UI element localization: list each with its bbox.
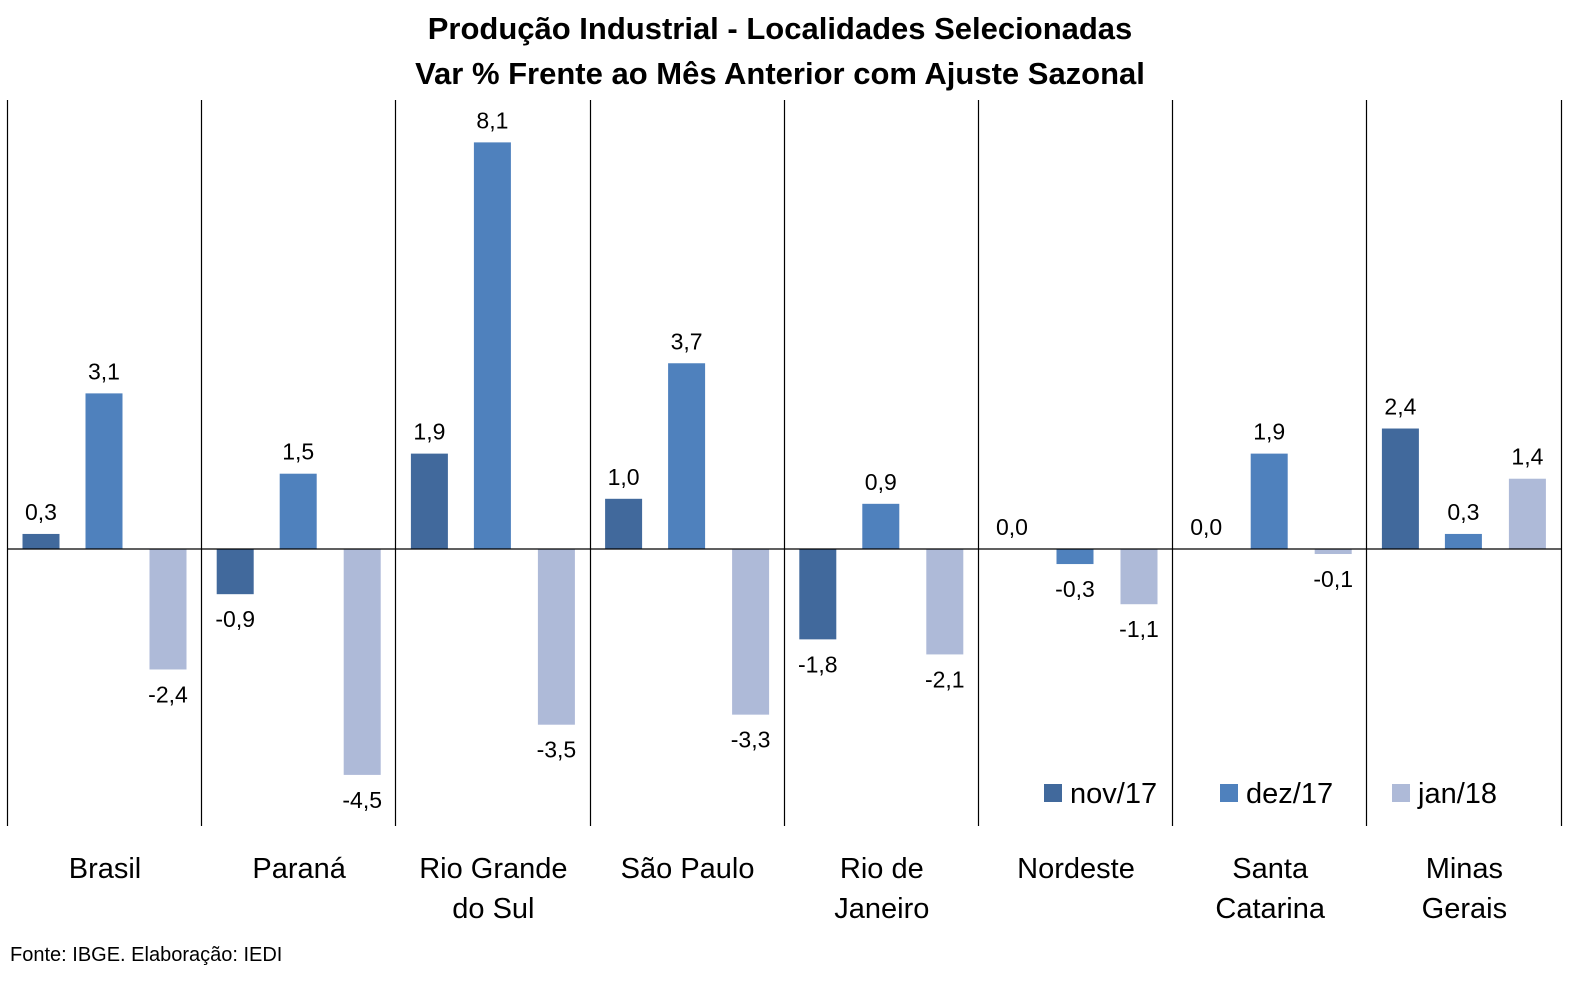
legend-swatch — [1044, 784, 1062, 802]
data-label: 0,0 — [996, 514, 1028, 540]
category-label-line: Rio de — [839, 853, 924, 885]
data-label: 3,7 — [671, 328, 703, 354]
bar-jan-18-5 — [1120, 549, 1158, 605]
category-label-line: Rio Grande — [419, 853, 568, 885]
bar-jan-18-6 — [1314, 549, 1352, 555]
bar-nov-17-0 — [22, 533, 60, 549]
category-label-line: do Sul — [452, 893, 535, 925]
bar-jan-18-2 — [537, 549, 575, 725]
category-label: Minas Gerais — [1368, 849, 1560, 929]
category-label: Rio Grande do Sul — [397, 849, 589, 929]
data-label: -1,8 — [798, 651, 838, 677]
category-label: Santa Catarina — [1174, 849, 1366, 929]
data-label: 1,0 — [608, 464, 640, 490]
legend-label: nov/17 — [1070, 778, 1157, 810]
data-label: -3,3 — [731, 727, 771, 753]
bar-dez-17-1 — [279, 473, 317, 549]
data-label: 1,9 — [413, 419, 445, 445]
bar-dez-17-3 — [668, 363, 706, 549]
legend-label: dez/17 — [1246, 778, 1333, 810]
data-label: -1,1 — [1119, 616, 1159, 642]
legend-label: jan/18 — [1417, 778, 1497, 810]
category-label-line: Santa — [1232, 853, 1309, 885]
bar-jan-18-3 — [732, 549, 770, 715]
chart-subtitle-line: Var % Frente ao Mês Anterior com Ajuste … — [415, 56, 1145, 91]
category-label-line: Paraná — [252, 853, 346, 885]
bar-nov-17-3 — [605, 498, 643, 549]
data-label: 0,0 — [1190, 514, 1222, 540]
chart-title-line: Produção Industrial - Localidades Seleci… — [427, 11, 1133, 46]
bar-jan-18-4 — [926, 549, 964, 655]
category-label: Rio de Janeiro — [786, 849, 978, 929]
category-label-line: Minas — [1425, 853, 1504, 885]
bar-dez-17-7 — [1444, 533, 1482, 549]
bar-dez-17-0 — [85, 393, 123, 549]
bar-nov-17-7 — [1381, 428, 1419, 549]
bar-dez-17-4 — [862, 503, 900, 549]
data-label: -0,1 — [1313, 566, 1353, 592]
bar-nov-17-4 — [799, 549, 837, 640]
category-label-line: Catarina — [1215, 893, 1325, 925]
data-label: -0,3 — [1055, 576, 1095, 602]
bar-jan-18-1 — [343, 549, 381, 775]
data-label: -4,5 — [342, 787, 382, 813]
legend-swatch — [1220, 784, 1238, 802]
data-label: 8,1 — [476, 107, 508, 133]
legend-swatch — [1392, 784, 1410, 802]
category-label-line: Janeiro — [834, 893, 930, 925]
category-label: Brasil — [9, 849, 201, 889]
category-label-line: Nordeste — [1017, 853, 1135, 885]
data-label: 1,9 — [1253, 419, 1285, 445]
category-label-line: Gerais — [1421, 893, 1508, 925]
bar-dez-17-2 — [473, 142, 511, 549]
data-label: -2,4 — [148, 681, 188, 707]
data-label: 3,1 — [88, 358, 120, 384]
category-label: São Paulo — [592, 849, 784, 889]
category-label: Nordeste — [980, 849, 1172, 889]
chart-title: Produção Industrial - Localidades Seleci… — [0, 6, 1560, 96]
data-label: -2,1 — [925, 666, 965, 692]
bar-nov-17-1 — [216, 549, 254, 595]
data-label: 0,9 — [865, 469, 897, 495]
bar-dez-17-5 — [1056, 549, 1094, 565]
data-label: 0,3 — [25, 499, 57, 525]
bar-jan-18-7 — [1508, 478, 1546, 549]
data-label: -0,9 — [215, 606, 255, 632]
data-label: 0,3 — [1447, 499, 1479, 525]
bar-jan-18-0 — [149, 549, 187, 670]
category-label-line: Brasil — [68, 853, 142, 885]
source-note: Fonte: IBGE. Elaboração: IEDI — [10, 944, 283, 966]
data-label: 1,4 — [1511, 444, 1543, 470]
bar-dez-17-6 — [1250, 453, 1288, 549]
bar-nov-17-2 — [410, 453, 448, 549]
data-label: -3,5 — [537, 737, 577, 763]
category-label-line: São Paulo — [620, 853, 755, 885]
data-label: 2,4 — [1384, 394, 1416, 420]
category-label: Paraná — [203, 849, 395, 889]
data-label: 1,5 — [282, 439, 314, 465]
